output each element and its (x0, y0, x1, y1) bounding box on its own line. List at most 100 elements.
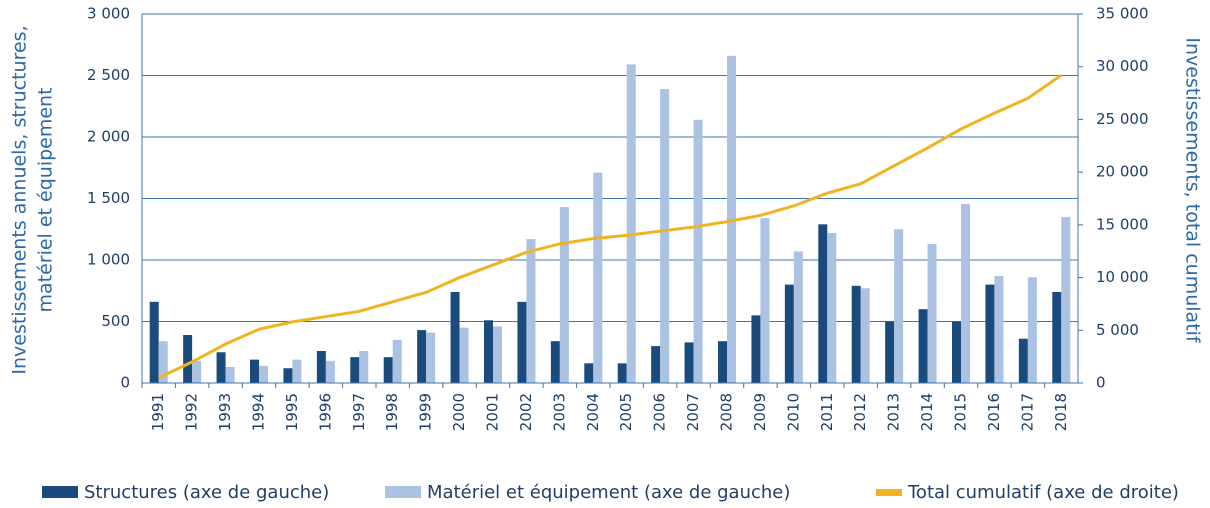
x-tick-label: 2012 (851, 393, 869, 431)
legend-label: Structures (axe de gauche) (84, 482, 329, 503)
x-tick-label: 1995 (283, 393, 301, 431)
x-tick-label: 1992 (183, 393, 201, 431)
bar (149, 301, 159, 383)
bar (784, 284, 794, 383)
x-tick-label: 2016 (985, 393, 1003, 431)
bar (250, 359, 259, 383)
bar (259, 365, 268, 383)
bar (684, 342, 694, 383)
bar (426, 332, 436, 383)
bar (584, 363, 594, 383)
x-tick-label: 2018 (1052, 393, 1070, 431)
bar (550, 341, 560, 383)
bar (660, 89, 670, 383)
bar (851, 285, 861, 383)
x-tick-label: 2006 (651, 393, 669, 431)
bar (292, 359, 302, 383)
x-tick-label: 2001 (484, 393, 502, 431)
x-tick-label: 2010 (784, 393, 802, 431)
bar (793, 251, 803, 383)
bar (559, 207, 569, 383)
y2-tick-label: 10 000 (1096, 268, 1149, 286)
bar (493, 326, 502, 383)
y-axis-label: matériel et équipement (35, 87, 57, 312)
y-tick-label: 500 (101, 312, 130, 330)
bar (325, 360, 335, 383)
x-tick-label: 2000 (450, 393, 468, 431)
legend-swatch (876, 489, 902, 496)
bar (283, 368, 293, 383)
bar (1061, 216, 1071, 383)
bar (1018, 338, 1028, 383)
x-tick-label: 2004 (584, 393, 602, 431)
x-tick-label: 1996 (316, 393, 334, 431)
x-tick-label: 2017 (1018, 393, 1036, 431)
x-tick-label: 2005 (617, 393, 635, 431)
x-tick-label: 1993 (216, 393, 234, 431)
y2-tick-label: 30 000 (1096, 57, 1149, 75)
x-tick-label: 2002 (517, 393, 535, 431)
bar (216, 352, 226, 383)
bar (885, 321, 895, 383)
bar (751, 315, 761, 383)
y2-tick-label: 25 000 (1096, 110, 1149, 128)
y2-tick-label: 15 000 (1096, 215, 1149, 233)
bar (1052, 291, 1062, 383)
line (158, 73, 1063, 380)
x-tick-label: 2014 (918, 393, 936, 431)
y2-tick-label: 20 000 (1096, 163, 1149, 181)
bar (617, 363, 627, 383)
bar (526, 239, 536, 383)
bar (417, 330, 427, 383)
x-tick-label: 2013 (885, 393, 903, 431)
y-tick-label: 1 000 (87, 251, 130, 269)
bar (459, 327, 469, 383)
bar (760, 218, 770, 383)
legend-label: Total cumulatif (axe de droite) (907, 482, 1179, 503)
bar (693, 119, 703, 383)
y-tick-label: 2 000 (87, 128, 130, 146)
bar (517, 301, 527, 383)
legend-swatch (385, 486, 421, 498)
y-tick-label: 1 500 (87, 189, 130, 207)
bar (860, 288, 870, 383)
bar (158, 341, 168, 383)
x-tick-label: 2011 (818, 393, 836, 431)
bar (827, 232, 837, 383)
y-tick-label: 2 500 (87, 66, 130, 84)
bar (593, 172, 603, 383)
x-tick-label: 2015 (952, 393, 970, 431)
x-tick-label: 2003 (550, 393, 568, 431)
bar (952, 321, 961, 383)
bar (818, 224, 828, 383)
bar (1027, 277, 1037, 383)
x-tick-label: 2008 (718, 393, 736, 431)
bar (626, 64, 636, 384)
y2-tick-label: 0 (1096, 374, 1106, 392)
bar (183, 335, 193, 383)
legend-swatch (42, 486, 78, 498)
y2-tick-label: 5 000 (1096, 321, 1139, 339)
x-tick-label: 1994 (250, 393, 268, 431)
bar (918, 309, 928, 383)
bar (484, 320, 493, 383)
bar (961, 204, 970, 383)
bar (927, 244, 937, 383)
bar (359, 351, 369, 383)
x-tick-label: 2009 (751, 393, 769, 431)
y2-axis-label: Investissements, total cumulatif (1182, 37, 1204, 344)
bar (894, 229, 904, 383)
bar (651, 346, 661, 383)
bar (985, 284, 995, 383)
bar (350, 357, 360, 383)
bar (316, 351, 326, 383)
y-tick-label: 3 000 (87, 5, 130, 23)
bar (192, 360, 202, 383)
y2-tick-label: 35 000 (1096, 5, 1149, 23)
x-tick-label: 1991 (149, 393, 167, 431)
x-tick-label: 1999 (417, 393, 435, 431)
y-tick-label: 0 (120, 374, 130, 392)
legend-label: Matériel et équipement (axe de gauche) (427, 482, 790, 503)
bar (450, 291, 460, 383)
x-tick-label: 2007 (684, 393, 702, 431)
